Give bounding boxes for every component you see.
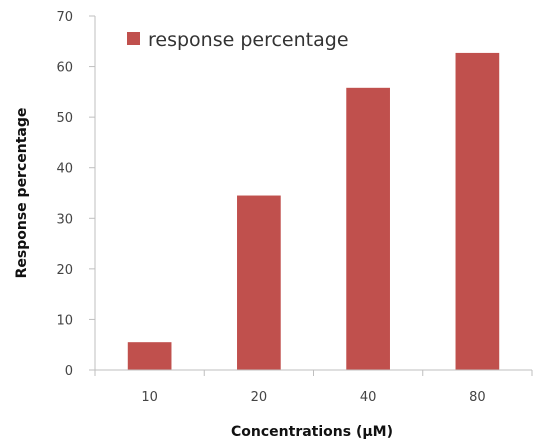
x-tick-label: 10 xyxy=(141,390,158,405)
y-tick-label: 20 xyxy=(56,263,73,278)
x-axis-ticks: 10 20 40 80 xyxy=(94,370,533,405)
x-tick-label: 40 xyxy=(360,390,377,405)
y-tick-label: 60 xyxy=(56,61,73,76)
bar-20 xyxy=(237,195,281,370)
x-tick-label: 80 xyxy=(469,390,486,405)
bar-80 xyxy=(455,52,500,370)
y-tick-label: 0 xyxy=(65,364,73,379)
y-tick-label: 30 xyxy=(56,212,73,227)
bar-10 xyxy=(127,342,172,370)
legend-swatch xyxy=(127,32,140,45)
y-tick-label: 70 xyxy=(56,10,73,25)
bar-40 xyxy=(346,87,390,370)
x-axis-title: Concentrations (µM) xyxy=(231,424,393,440)
x-tick-label: 20 xyxy=(251,390,268,405)
y-tick-label: 50 xyxy=(56,111,73,126)
y-tick-label: 10 xyxy=(56,313,73,328)
legend: response percentage xyxy=(127,29,349,51)
y-axis-title: Response percentage xyxy=(14,108,30,279)
legend-label: response percentage xyxy=(148,29,349,51)
bar-series xyxy=(127,52,500,370)
y-tick-label: 40 xyxy=(56,162,73,177)
y-axis-ticks: 0 10 20 30 40 50 60 70 xyxy=(56,10,95,379)
